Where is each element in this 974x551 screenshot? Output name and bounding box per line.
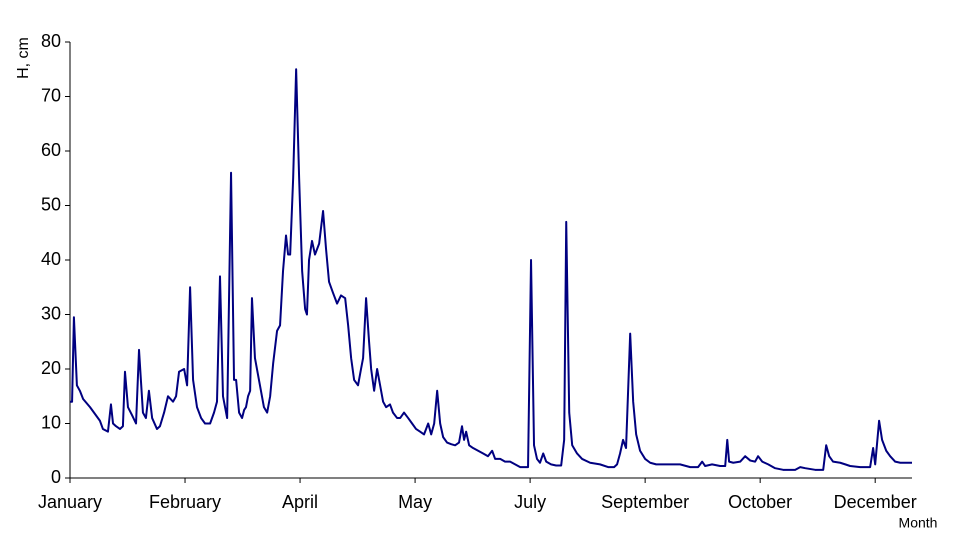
y-tick-label: 40: [41, 249, 61, 269]
y-tick-label: 60: [41, 140, 61, 160]
y-tick-label: 80: [41, 31, 61, 51]
x-axis-label: Month: [899, 515, 938, 531]
y-tick-label: 70: [41, 85, 61, 105]
x-tick-label: September: [601, 492, 689, 512]
x-tick-label: February: [149, 492, 221, 512]
y-tick-label: 10: [41, 412, 61, 432]
y-tick-label: 20: [41, 358, 61, 378]
x-tick-label: July: [514, 492, 546, 512]
data-line: [70, 68, 912, 471]
y-tick-label: 30: [41, 303, 61, 323]
y-tick-label: 50: [41, 194, 61, 214]
y-axis-label: H, cm: [15, 37, 32, 79]
x-tick-label: May: [398, 492, 432, 512]
x-tick-label: April: [282, 492, 318, 512]
x-tick-label: January: [38, 492, 102, 512]
x-tick-label: December: [834, 492, 917, 512]
y-tick-label: 0: [51, 467, 61, 487]
x-tick-label: October: [728, 492, 792, 512]
